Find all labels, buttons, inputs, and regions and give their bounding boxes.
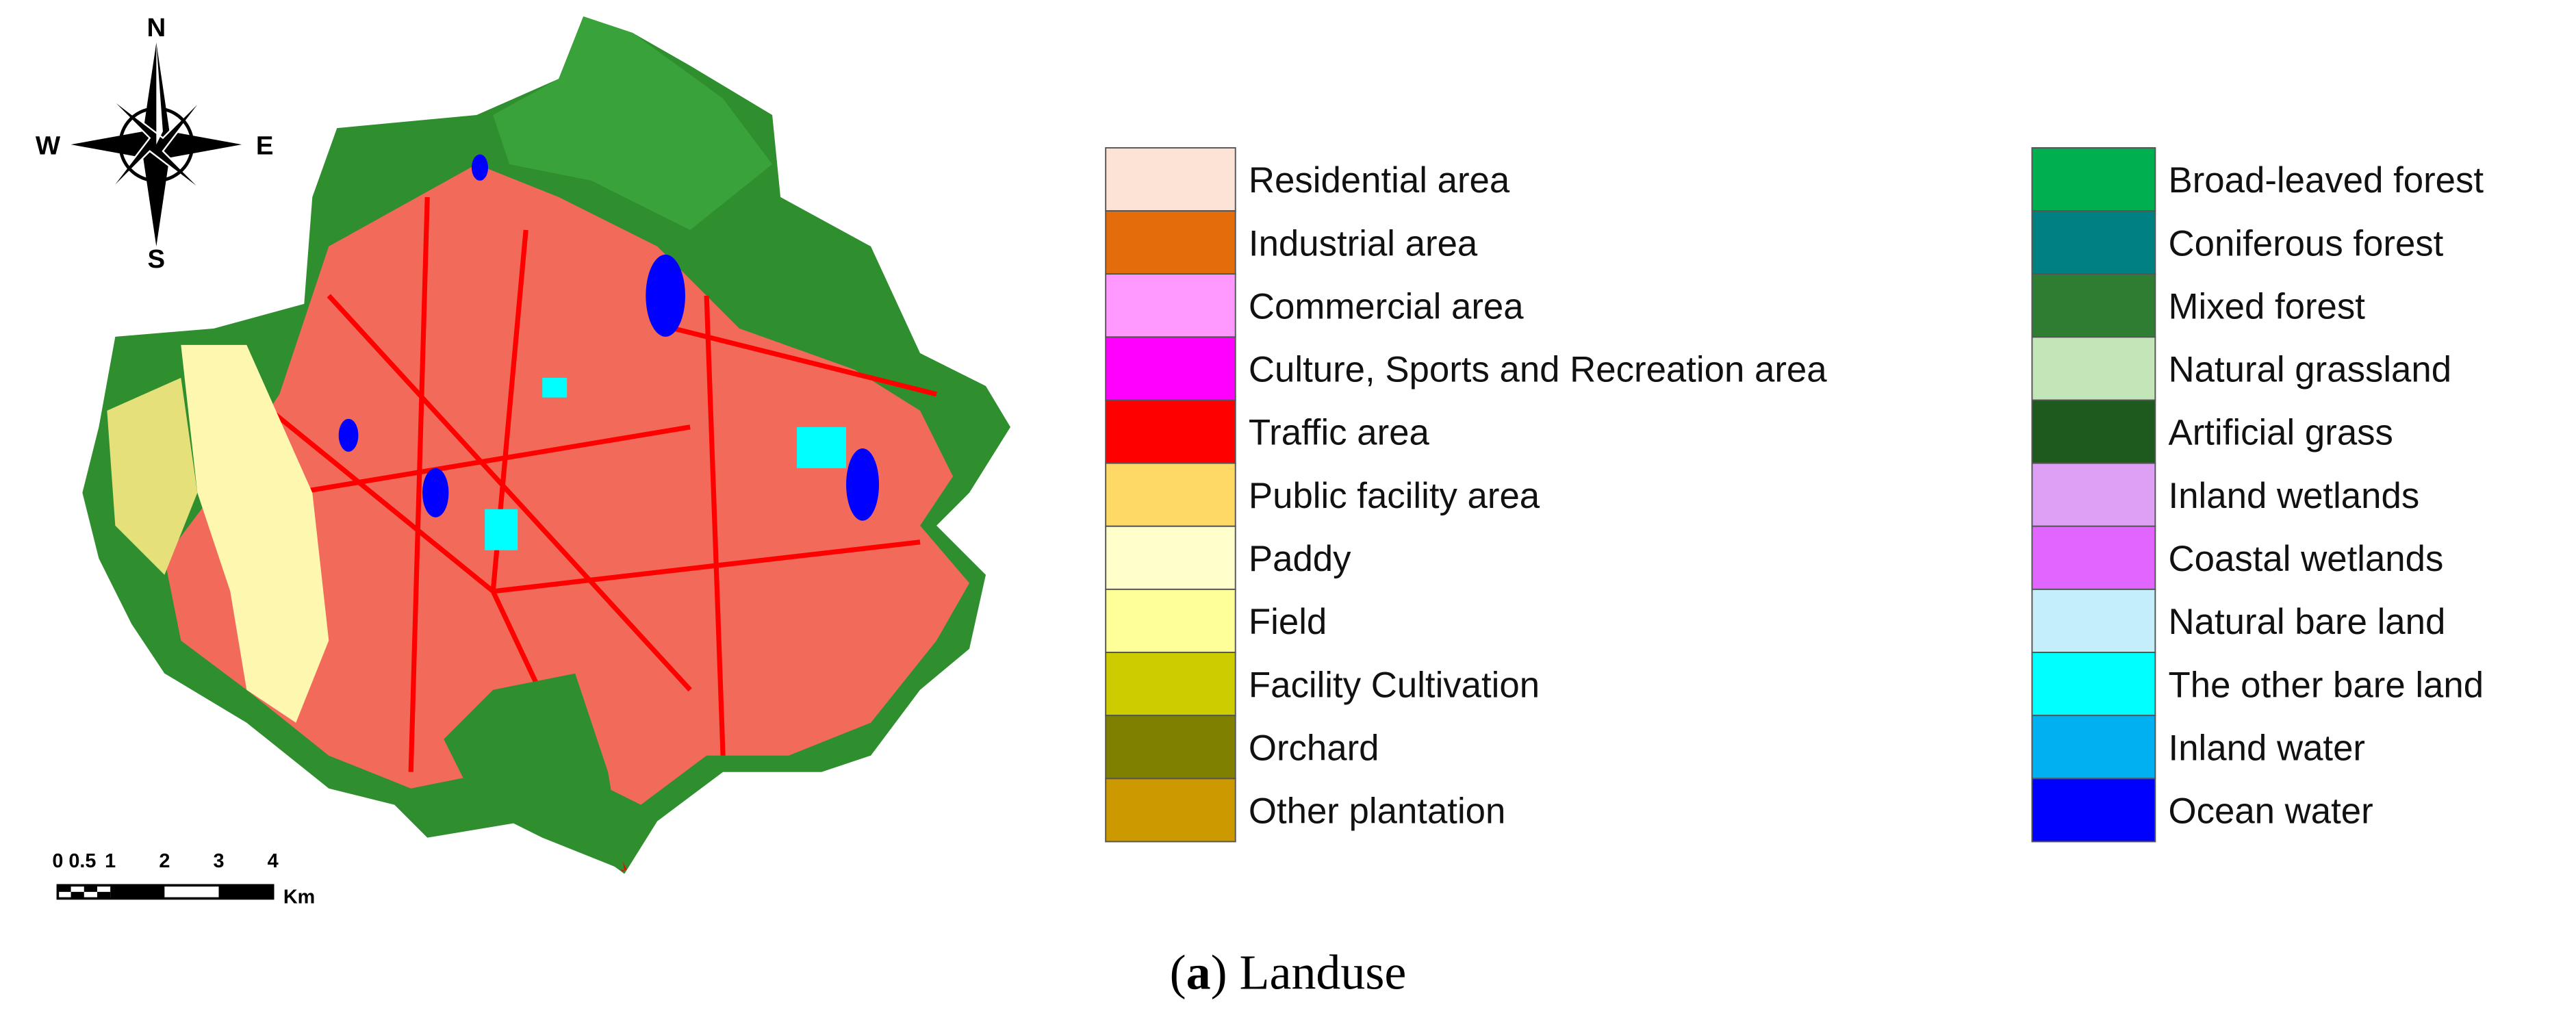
map-water bbox=[338, 154, 880, 521]
map-park bbox=[444, 673, 625, 871]
legend-swatch bbox=[1105, 462, 1236, 527]
compass-south: S bbox=[148, 244, 166, 274]
legend-swatch bbox=[2031, 778, 2156, 843]
legend-swatch bbox=[2031, 715, 2156, 780]
legend-label: Ocean water bbox=[2169, 791, 2373, 832]
legend-label: Artificial grass bbox=[2169, 413, 2393, 453]
scale-bar: Km 0 0.5 1 2 3 4 bbox=[52, 850, 315, 908]
map-paddy bbox=[181, 344, 329, 723]
compass-west: W bbox=[36, 131, 61, 161]
legend-swatch bbox=[1105, 336, 1236, 401]
compass-highlight bbox=[156, 42, 163, 145]
land-use-map bbox=[82, 16, 1011, 874]
legend-swatch bbox=[1105, 210, 1236, 275]
legend-label: Residential area bbox=[1249, 160, 1510, 201]
legend-swatch bbox=[2031, 588, 2156, 653]
legend-label: Field bbox=[1249, 602, 1327, 642]
lake bbox=[646, 254, 685, 337]
scale-label: 1 bbox=[105, 850, 116, 872]
legend-swatch bbox=[2031, 462, 2156, 527]
map-urban bbox=[164, 164, 970, 805]
legend-label: Other plantation bbox=[1249, 791, 1505, 832]
map-roads bbox=[229, 196, 937, 872]
legend-label: Industrial area bbox=[1249, 223, 1478, 264]
caption-open: ( bbox=[1170, 945, 1186, 999]
legend-label: Broad-leaved forest bbox=[2169, 160, 2484, 201]
legend-label: Paddy bbox=[1249, 539, 1351, 579]
legend-swatch bbox=[1105, 652, 1236, 717]
legend-label: Natural grassland bbox=[2169, 350, 2452, 390]
legend: Residential area Industrial area Commercia… bbox=[1105, 146, 2484, 843]
scale-bar-segment bbox=[58, 885, 71, 892]
legend-swatch bbox=[1105, 778, 1236, 843]
legend-swatch bbox=[2031, 273, 2156, 338]
legend-label: The other bare land bbox=[2169, 665, 2484, 705]
legend-swatch bbox=[2031, 652, 2156, 717]
compass-east: E bbox=[256, 131, 274, 161]
map-field bbox=[107, 377, 198, 575]
map-bare-land bbox=[485, 377, 847, 550]
bare-land-patch bbox=[485, 509, 518, 550]
legend-label: Inland water bbox=[2169, 728, 2365, 768]
lake bbox=[422, 468, 449, 518]
legend-label: Public facility area bbox=[1249, 476, 1540, 516]
legend-swatch bbox=[1105, 525, 1236, 590]
bare-land-patch bbox=[797, 426, 847, 468]
lake bbox=[338, 418, 359, 452]
bare-land-patch bbox=[542, 377, 568, 398]
scale-label: 4 bbox=[268, 850, 279, 872]
map-forest-north bbox=[493, 16, 773, 230]
legend-swatch bbox=[1105, 588, 1236, 653]
scale-bar-segment bbox=[97, 891, 111, 899]
legend-label: Inland wetlands bbox=[2169, 476, 2420, 516]
legend-swatch bbox=[2031, 210, 2156, 275]
compass-north: N bbox=[146, 13, 166, 42]
legend-label: Coniferous forest bbox=[2169, 223, 2444, 264]
caption-text: ) Landuse bbox=[1211, 945, 1407, 999]
legend-swatch bbox=[2031, 336, 2156, 401]
legend-label: Traffic area bbox=[1249, 413, 1430, 453]
legend-swatch bbox=[1105, 715, 1236, 780]
lake bbox=[846, 448, 880, 521]
scale-bar-segment bbox=[71, 891, 84, 899]
scale-label: 0 bbox=[52, 850, 63, 872]
scale-label: 0.5 bbox=[68, 850, 96, 872]
scale-bar-segment bbox=[218, 885, 273, 899]
legend-swatch bbox=[1105, 399, 1236, 464]
scale-label: 2 bbox=[159, 850, 170, 872]
scale-bar-segment bbox=[84, 885, 97, 892]
legend-label: Commercial area bbox=[1249, 286, 1524, 327]
scale-bar-segment bbox=[110, 885, 165, 899]
caption-label: a bbox=[1186, 945, 1211, 999]
legend-swatch bbox=[2031, 146, 2156, 212]
legend-swatch bbox=[1105, 273, 1236, 338]
scale-label: 3 bbox=[214, 850, 225, 872]
legend-label: Orchard bbox=[1249, 728, 1379, 768]
legend-swatch bbox=[1105, 146, 1236, 212]
legend-swatch bbox=[2031, 525, 2156, 590]
scale-unit: Km bbox=[283, 887, 315, 908]
legend-label: Facility Cultivation bbox=[1249, 665, 1540, 705]
lake bbox=[472, 154, 489, 181]
compass: N S W E bbox=[36, 13, 274, 274]
legend-label: Natural bare land bbox=[2169, 602, 2446, 642]
caption: (a) Landuse bbox=[1170, 945, 1407, 999]
legend-label: Culture, Sports and Recreation area bbox=[1249, 350, 1827, 390]
legend-label: Coastal wetlands bbox=[2169, 539, 2444, 579]
legend-label: Mixed forest bbox=[2169, 286, 2366, 327]
legend-swatch bbox=[2031, 399, 2156, 464]
